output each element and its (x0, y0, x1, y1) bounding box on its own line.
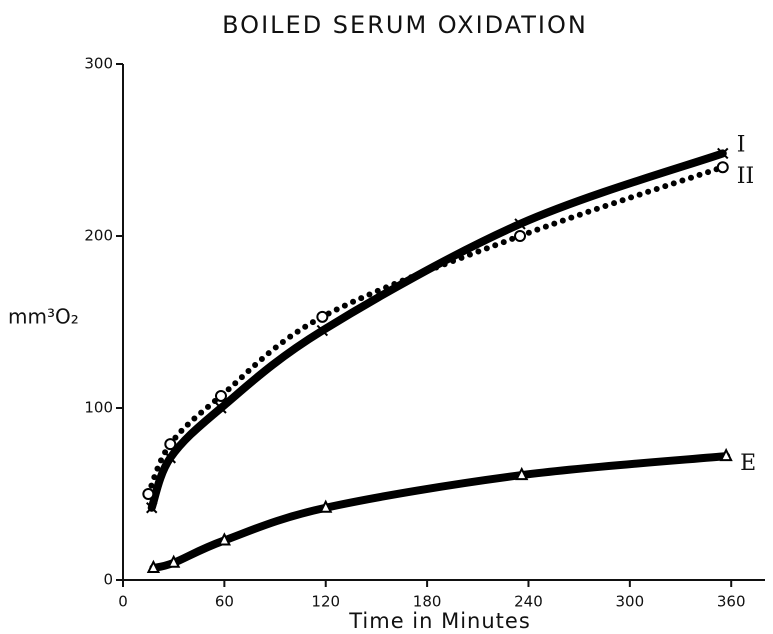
marker (146, 559, 161, 573)
x-tick-label: 0 (118, 593, 128, 611)
marker (316, 310, 329, 323)
y-tick-label: 300 (84, 55, 113, 73)
marker (716, 161, 729, 174)
marker (167, 554, 181, 568)
x-tick-label: 60 (215, 593, 234, 611)
marker (514, 218, 526, 230)
x-axis-label: Time in Minutes (348, 609, 531, 633)
y-tick-label: 100 (84, 399, 113, 417)
series-label: II (737, 164, 754, 189)
marker (319, 499, 333, 513)
marker (164, 438, 177, 451)
marker (717, 147, 729, 160)
series-line (149, 452, 731, 572)
marker (142, 488, 155, 500)
y-axis-label: mm³O₂ (8, 305, 79, 329)
x-tick-label: 120 (311, 593, 340, 611)
series-label: I (737, 132, 746, 157)
series-label: E (740, 451, 756, 476)
chart-title: BOILED SERUM OXIDATION (222, 11, 588, 39)
y-tick-label: 200 (84, 227, 113, 245)
marker (316, 324, 329, 337)
x-tick-label: 180 (413, 593, 442, 611)
marker (719, 447, 733, 462)
x-tick-label: 360 (717, 593, 746, 611)
marker (214, 389, 227, 402)
marker (146, 502, 158, 514)
marker (217, 532, 231, 546)
x-tick-label: 240 (514, 593, 543, 611)
y-tick-label: 0 (103, 571, 113, 589)
marker (215, 402, 227, 414)
marker (515, 466, 529, 481)
series-line (145, 164, 726, 497)
x-tick-label: 300 (616, 593, 645, 611)
marker (514, 230, 527, 242)
series-line (147, 149, 727, 512)
